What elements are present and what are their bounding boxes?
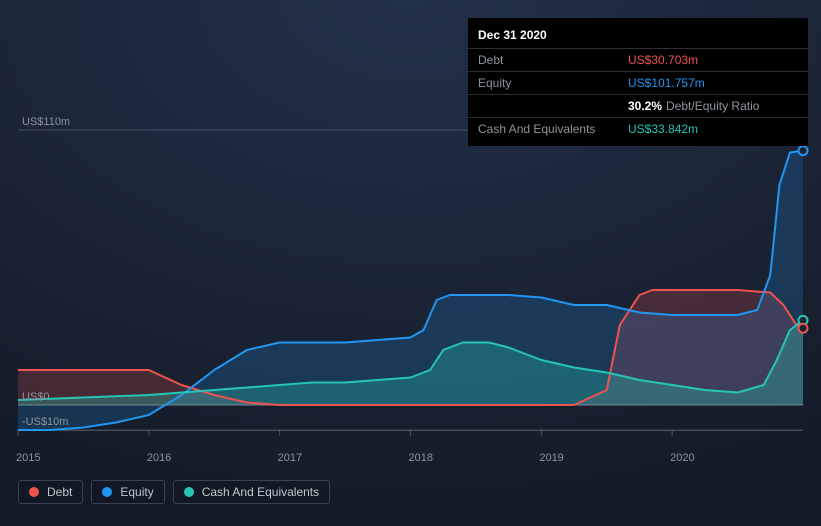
tooltip-row: Cash And EquivalentsUS$33.842m xyxy=(468,117,808,140)
tooltip-date: Dec 31 2020 xyxy=(468,24,808,48)
tooltip-row-value: US$33.842m xyxy=(628,120,698,138)
tooltip-row-suffix: Debt/Equity Ratio xyxy=(666,97,759,115)
tooltip-row-label xyxy=(478,97,628,115)
end-marker-debt xyxy=(799,324,808,333)
legend-item-label: Cash And Equivalents xyxy=(202,485,319,499)
x-tick-label: 2020 xyxy=(670,452,694,464)
legend-swatch-icon xyxy=(29,487,39,497)
tooltip-row-label: Debt xyxy=(478,51,628,69)
tooltip-row-value: US$30.703m xyxy=(628,51,698,69)
legend-swatch-icon xyxy=(102,487,112,497)
x-tick-label: 2017 xyxy=(278,452,302,464)
y-tick-label: US$0 xyxy=(22,391,50,403)
debt-equity-chart: Dec 31 2020 DebtUS$30.703mEquityUS$101.7… xyxy=(0,0,821,526)
legend-item-label: Debt xyxy=(47,485,72,499)
chart-legend: Debt Equity Cash And Equivalents xyxy=(18,480,330,504)
tooltip-row: 30.2%Debt/Equity Ratio xyxy=(468,94,808,117)
tooltip-row-value: US$101.757m xyxy=(628,74,705,92)
tooltip-row: DebtUS$30.703m xyxy=(468,48,808,71)
y-tick-label: -US$10m xyxy=(22,416,68,428)
legend-item-debt[interactable]: Debt xyxy=(18,480,83,504)
legend-swatch-icon xyxy=(184,487,194,497)
legend-item-label: Equity xyxy=(120,485,153,499)
x-tick-label: 2018 xyxy=(409,452,433,464)
end-marker-equity xyxy=(799,146,808,155)
tooltip-row-label: Cash And Equivalents xyxy=(478,120,628,138)
chart-tooltip: Dec 31 2020 DebtUS$30.703mEquityUS$101.7… xyxy=(468,18,808,146)
x-tick-label: 2016 xyxy=(147,452,171,464)
tooltip-row: EquityUS$101.757m xyxy=(468,71,808,94)
legend-item-cash[interactable]: Cash And Equivalents xyxy=(173,480,330,504)
legend-item-equity[interactable]: Equity xyxy=(91,480,164,504)
x-tick-label: 2019 xyxy=(539,452,563,464)
tooltip-row-value: 30.2% xyxy=(628,97,662,115)
y-tick-label: US$110m xyxy=(22,116,70,128)
x-tick-label: 2015 xyxy=(16,452,40,464)
tooltip-row-label: Equity xyxy=(478,74,628,92)
